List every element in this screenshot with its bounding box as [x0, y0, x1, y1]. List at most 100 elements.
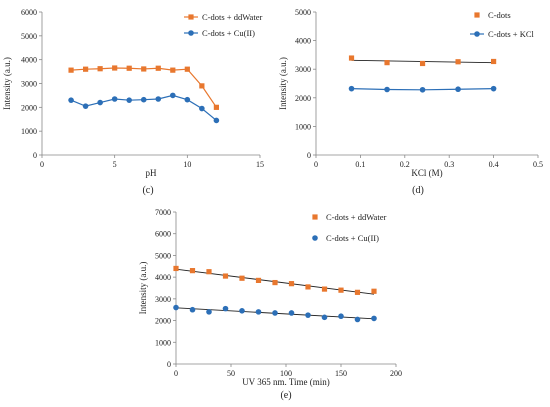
- legend-marker: [312, 235, 318, 241]
- data-point: [111, 96, 118, 102]
- panel-label: (c): [142, 185, 153, 196]
- x-tick-label: 0.5: [533, 160, 543, 169]
- y-tick-label: 6000: [155, 230, 171, 239]
- x-tick-label: 10: [183, 160, 191, 169]
- series-1: C-dots + ddWater: [173, 212, 386, 295]
- y-tick-label: 2000: [21, 103, 37, 112]
- data-point: [184, 96, 191, 103]
- x-axis-label: UV 365 nm. Time (min): [242, 377, 330, 387]
- data-point: [321, 314, 328, 321]
- data-point: [305, 284, 311, 290]
- y-tick-label: 1000: [295, 122, 311, 131]
- legend-label: C-dots + Cu(II): [326, 233, 379, 243]
- data-point: [222, 273, 229, 279]
- legend-label: C-dots: [488, 10, 511, 20]
- y-tick-label: 0: [307, 151, 311, 160]
- y-tick-label: 4000: [155, 273, 171, 282]
- y-tick-label: 6000: [21, 8, 37, 17]
- legend-marker: [474, 31, 480, 37]
- y-axis-label: Intensity (a.u.): [278, 57, 288, 110]
- x-tick-label: 0: [314, 160, 318, 169]
- data-point: [222, 305, 229, 312]
- data-point: [455, 59, 461, 65]
- data-point: [126, 65, 132, 71]
- data-point: [173, 265, 179, 272]
- x-tick-label: 100: [280, 369, 292, 378]
- x-tick-label: 0.3: [444, 160, 454, 169]
- panel-label: (e): [280, 390, 291, 401]
- data-point: [189, 306, 196, 313]
- data-point: [199, 105, 205, 112]
- x-tick-label: 0.2: [400, 160, 410, 169]
- data-point: [384, 86, 390, 93]
- data-point: [97, 99, 103, 106]
- y-axis-label: Intensity (a.u.): [2, 57, 12, 110]
- data-point: [255, 309, 262, 315]
- y-tick-label: 0: [33, 151, 37, 160]
- data-point: [354, 316, 361, 323]
- x-tick-label: 0.4: [489, 160, 499, 169]
- data-point: [354, 289, 361, 295]
- chart-panel-1: 0 1000 2000 3000 4000 5000 6000 0 5 10 15 pH Intensi…: [2, 8, 264, 196]
- data-point: [239, 275, 245, 281]
- data-point: [184, 66, 190, 72]
- x-tick-label: 200: [390, 369, 402, 378]
- x-tick-label: 50: [227, 369, 235, 378]
- chart-panel-3: 0 1000 2000 3000 4000 5000 6000 7000 0 50 100 150 20…: [138, 208, 402, 401]
- y-tick-label: 3000: [21, 80, 37, 89]
- data-point: [255, 277, 262, 283]
- legend-marker: [188, 30, 194, 36]
- data-point: [272, 310, 278, 316]
- x-tick-label: 0: [40, 160, 44, 169]
- data-point: [68, 97, 74, 103]
- data-point: [213, 104, 219, 110]
- data-point: [126, 97, 132, 103]
- legend-marker: [188, 14, 194, 20]
- data-point: [170, 67, 176, 73]
- data-point: [321, 286, 328, 292]
- data-point: [141, 66, 147, 72]
- data-point: [189, 268, 196, 274]
- data-point: [97, 66, 103, 72]
- data-point: [213, 117, 220, 124]
- x-axis-label: KCl (M): [411, 168, 442, 178]
- y-tick-label: 7000: [155, 208, 171, 217]
- data-point: [419, 86, 426, 93]
- series-2: C-dots + Cu(II): [173, 233, 379, 323]
- series-2: C-dots + KCl: [348, 29, 535, 93]
- y-tick-label: 3000: [155, 295, 171, 304]
- y-tick-label: 4000: [21, 56, 37, 65]
- y-tick-label: 5000: [295, 8, 311, 17]
- y-tick-label: 2000: [295, 94, 311, 103]
- x-tick-label: 15: [256, 160, 264, 169]
- data-point: [140, 96, 147, 103]
- data-point: [490, 85, 497, 92]
- y-tick-label: 2000: [155, 317, 171, 326]
- y-tick-label: 4000: [295, 37, 311, 46]
- data-point: [371, 315, 377, 322]
- data-point: [206, 309, 212, 315]
- data-point: [68, 67, 74, 73]
- series-1: C-dots + ddWater: [68, 12, 262, 110]
- panel-label: (d): [412, 185, 424, 196]
- data-point: [384, 60, 390, 66]
- data-point: [155, 96, 162, 102]
- data-point: [112, 65, 118, 71]
- legend-label: C-dots + Cu(II): [202, 28, 255, 38]
- x-tick-label: 5: [113, 160, 117, 169]
- y-axis-label: Intensity (a.u.): [138, 262, 148, 315]
- series-1: C-dots: [348, 10, 511, 67]
- data-point: [371, 288, 377, 294]
- legend-marker: [474, 12, 480, 18]
- legend-label: C-dots + KCl: [488, 29, 535, 39]
- data-point: [348, 55, 355, 61]
- y-tick-label: 1000: [155, 338, 171, 347]
- data-point: [288, 281, 295, 287]
- legend-label: C-dots + ddWater: [326, 212, 386, 222]
- x-tick-label: 0.1: [355, 160, 365, 169]
- legend-label: C-dots + ddWater: [202, 12, 262, 22]
- data-point: [491, 58, 497, 65]
- data-point: [338, 287, 344, 293]
- y-tick-label: 5000: [155, 251, 171, 260]
